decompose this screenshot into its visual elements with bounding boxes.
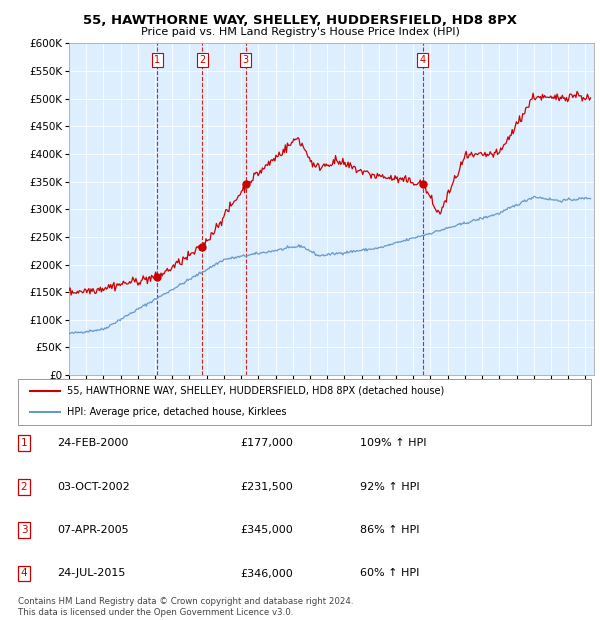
Text: 60% ↑ HPI: 60% ↑ HPI — [360, 569, 419, 578]
Text: £177,000: £177,000 — [240, 438, 293, 448]
Text: 1: 1 — [154, 55, 161, 65]
Text: 86% ↑ HPI: 86% ↑ HPI — [360, 525, 419, 535]
Text: £231,500: £231,500 — [240, 482, 293, 492]
Text: Contains HM Land Registry data © Crown copyright and database right 2024.: Contains HM Land Registry data © Crown c… — [18, 597, 353, 606]
Text: 92% ↑ HPI: 92% ↑ HPI — [360, 482, 419, 492]
Text: 2: 2 — [199, 55, 206, 65]
Text: 55, HAWTHORNE WAY, SHELLEY, HUDDERSFIELD, HD8 8PX (detached house): 55, HAWTHORNE WAY, SHELLEY, HUDDERSFIELD… — [67, 386, 444, 396]
Text: This data is licensed under the Open Government Licence v3.0.: This data is licensed under the Open Gov… — [18, 608, 293, 617]
Text: Price paid vs. HM Land Registry's House Price Index (HPI): Price paid vs. HM Land Registry's House … — [140, 27, 460, 37]
Text: 4: 4 — [20, 569, 28, 578]
Text: 4: 4 — [420, 55, 426, 65]
Text: HPI: Average price, detached house, Kirklees: HPI: Average price, detached house, Kirk… — [67, 407, 286, 417]
Text: 55, HAWTHORNE WAY, SHELLEY, HUDDERSFIELD, HD8 8PX: 55, HAWTHORNE WAY, SHELLEY, HUDDERSFIELD… — [83, 14, 517, 27]
Text: £345,000: £345,000 — [240, 525, 293, 535]
Text: 2: 2 — [20, 482, 28, 492]
Text: 3: 3 — [20, 525, 28, 535]
Text: 109% ↑ HPI: 109% ↑ HPI — [360, 438, 427, 448]
Text: 24-JUL-2015: 24-JUL-2015 — [57, 569, 125, 578]
Text: 07-APR-2005: 07-APR-2005 — [57, 525, 128, 535]
Text: 24-FEB-2000: 24-FEB-2000 — [57, 438, 128, 448]
Text: 1: 1 — [20, 438, 28, 448]
Text: 03-OCT-2002: 03-OCT-2002 — [57, 482, 130, 492]
Text: 3: 3 — [243, 55, 249, 65]
Text: £346,000: £346,000 — [240, 569, 293, 578]
